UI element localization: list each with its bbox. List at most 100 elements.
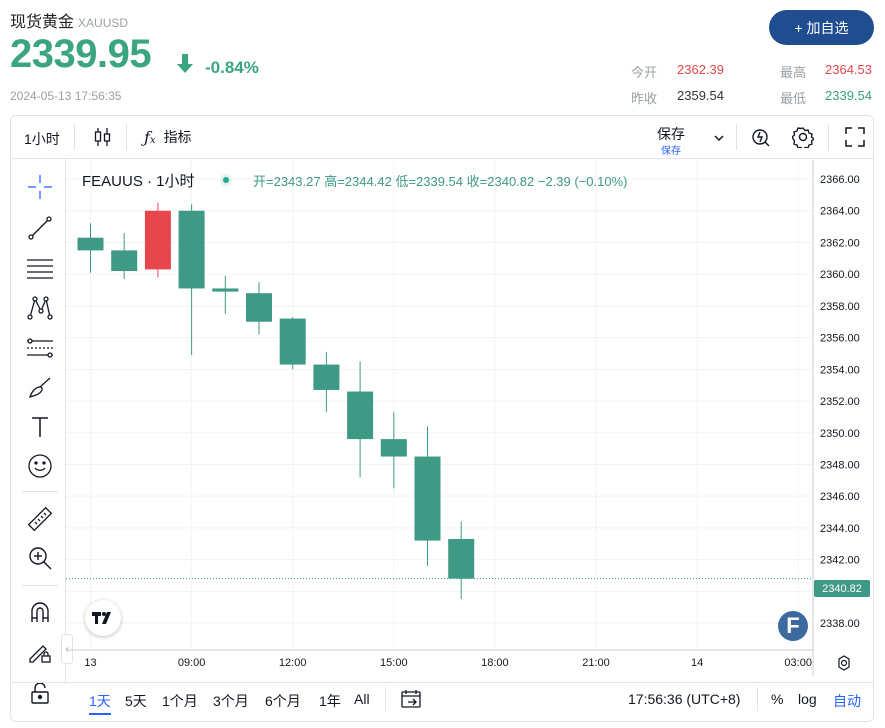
gear-icon[interactable]	[791, 126, 816, 153]
log-toggle[interactable]: log	[798, 691, 817, 707]
magnet-icon[interactable]	[25, 598, 55, 628]
auto-toggle[interactable]: 自动	[833, 693, 861, 709]
add-watchlist-button[interactable]: + 加自选	[769, 10, 874, 45]
y-tick-label: 2366.00	[820, 174, 860, 186]
current-price: 2339.95	[10, 32, 152, 76]
y-tick-label: 2358.00	[820, 301, 860, 313]
ohlc-close: 收=2340.82	[466, 174, 535, 189]
alert-icon[interactable]	[750, 126, 772, 153]
toolbar-divider	[126, 124, 127, 150]
range-tab[interactable]: 1天	[89, 691, 111, 715]
candle-body	[347, 391, 374, 440]
candle	[448, 521, 475, 600]
y-tick-label: 2356.00	[820, 333, 860, 345]
x-tick-label: 15:00	[380, 657, 408, 669]
candle-body	[77, 237, 104, 251]
chart-symbol: FEAUUS · 1小时	[82, 173, 195, 190]
range-tab[interactable]: All	[354, 691, 370, 707]
y-tick-label: 2354.00	[820, 364, 860, 376]
ohlc-open: 开=2343.27	[253, 174, 321, 189]
interval-selector[interactable]: 1小时	[24, 131, 60, 147]
price-timestamp: 2024-05-13 17:56:35	[10, 89, 122, 103]
save-button[interactable]: 保存 保存	[657, 124, 685, 157]
y-tick-label: 2342.00	[820, 555, 860, 567]
candle	[279, 316, 306, 370]
pattern-icon[interactable]	[25, 293, 55, 323]
date-range-icon[interactable]	[400, 689, 422, 714]
draw-lock-icon[interactable]	[25, 637, 55, 667]
range-tab[interactable]: 1个月	[162, 693, 198, 709]
lock-icon[interactable]	[25, 678, 55, 708]
horizontal-lines-icon[interactable]	[25, 253, 55, 283]
tradingview-logo-icon[interactable]	[85, 600, 121, 636]
save-sublabel: 保存	[661, 146, 681, 157]
chevron-left-icon: ‹	[65, 643, 69, 655]
collapse-toolbar-button[interactable]: ‹	[61, 634, 73, 664]
range-tab[interactable]: 1年	[319, 693, 341, 709]
candle	[414, 426, 441, 566]
brand-f-icon[interactable]: F	[778, 611, 808, 641]
ruler-icon[interactable]	[25, 504, 55, 534]
open-label: 今开	[631, 65, 658, 80]
instrument-symbol: XAUUSD	[78, 16, 129, 30]
trend-line-icon[interactable]	[25, 213, 55, 243]
candle	[144, 202, 171, 278]
fx-icon: ƒx	[144, 127, 156, 147]
crosshair-icon[interactable]	[25, 172, 55, 202]
drawing-toolbar-border	[65, 159, 66, 684]
x-tick-label: 18:00	[481, 657, 509, 669]
candlestick-type-icon[interactable]	[93, 126, 113, 153]
forecast-icon[interactable]	[25, 333, 55, 363]
zoom-in-icon[interactable]	[25, 543, 55, 573]
toolbar-divider	[828, 124, 829, 150]
candle-body	[380, 439, 407, 457]
chart-widget	[10, 115, 874, 722]
tool-divider	[22, 491, 58, 492]
percent-toggle[interactable]: %	[771, 691, 784, 707]
range-tab[interactable]: 6个月	[265, 693, 301, 709]
prev-close-value: 2359.54	[677, 88, 724, 103]
x-tick-label: 21:00	[582, 657, 610, 669]
indicators-label: 指标	[163, 129, 192, 145]
market-status-dot	[220, 174, 232, 186]
toolbar-separator	[11, 158, 873, 159]
range-tab[interactable]: 5天	[125, 693, 147, 709]
candle-body	[279, 318, 306, 365]
y-tick-label: 2346.00	[820, 491, 860, 503]
y-tick-label: 2352.00	[820, 396, 860, 408]
prev-close-label: 昨收	[631, 91, 658, 106]
candle-body	[144, 210, 171, 270]
high-value: 2364.53	[825, 62, 872, 77]
low-label: 最低	[780, 91, 807, 106]
range-tab[interactable]: 3个月	[213, 693, 249, 709]
x-tick-label: 03:00	[784, 657, 812, 669]
candle-body	[313, 364, 340, 390]
x-tick-label: 09:00	[178, 657, 206, 669]
x-tick-label: 12:00	[279, 657, 307, 669]
axis-settings-icon[interactable]	[836, 655, 852, 676]
candle	[111, 232, 138, 279]
ohlc-values: 开=2343.27 高=2344.42 低=2339.54 收=2340.82 …	[253, 171, 628, 190]
text-tool-icon[interactable]	[25, 412, 55, 442]
chevron-down-icon[interactable]	[713, 130, 725, 148]
clock-time[interactable]: 17:56:36 (UTC+8)	[628, 691, 741, 707]
y-tick-label: 2350.00	[820, 428, 860, 440]
y-tick-label: 2364.00	[820, 206, 860, 218]
down-arrow-icon	[176, 52, 194, 79]
brush-icon[interactable]	[25, 373, 55, 403]
fullscreen-icon[interactable]	[844, 126, 866, 153]
instrument-title: 现货黄金 XAUUSD	[10, 8, 128, 32]
candle	[212, 275, 239, 314]
ohlc-change: −2.39 (−0.10%)	[537, 174, 628, 189]
candle	[77, 223, 104, 273]
y-tick-label: 2348.00	[820, 459, 860, 471]
high-label: 最高	[780, 65, 807, 80]
indicators-button[interactable]: ƒx 指标	[144, 127, 192, 147]
ohlc-low: 低=2339.54	[395, 174, 464, 189]
candle	[380, 412, 407, 489]
y-tick-label: 2360.00	[820, 269, 860, 281]
bottom-divider	[385, 687, 386, 711]
emoji-icon[interactable]	[25, 451, 55, 481]
low-value: 2339.54	[825, 88, 872, 103]
